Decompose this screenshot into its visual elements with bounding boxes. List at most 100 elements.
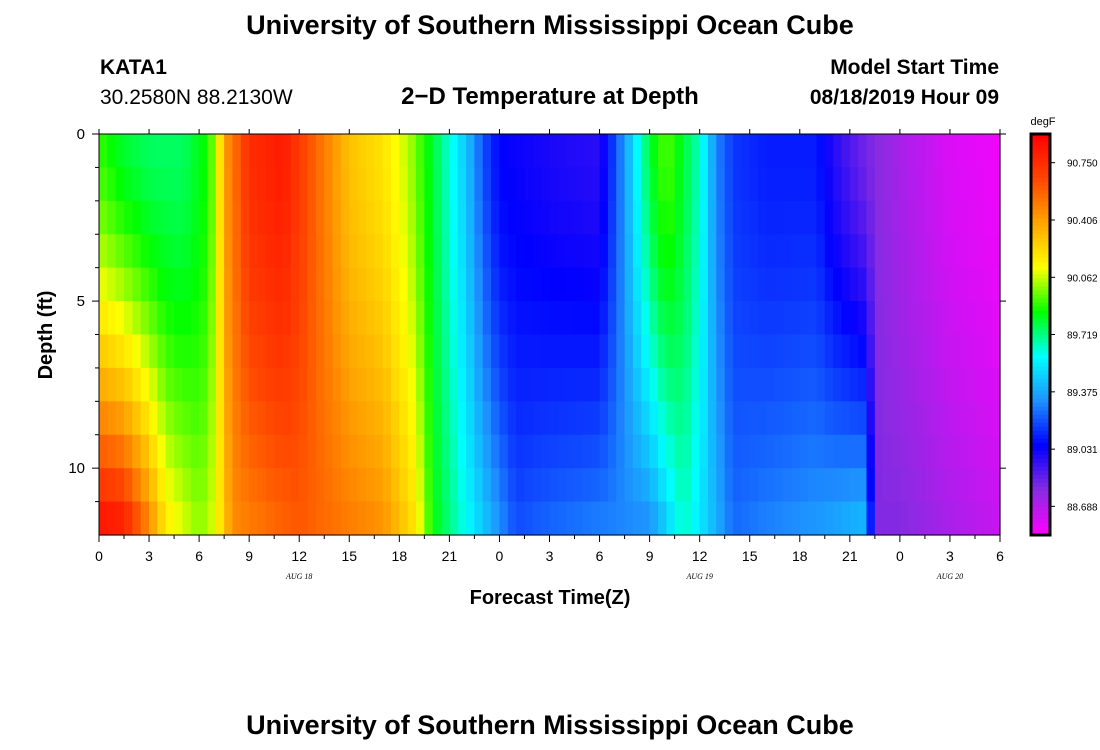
heatmap-cell xyxy=(390,334,400,369)
colorbar-segment xyxy=(1031,174,1050,179)
title-bottom: University of Southern Mississippi Ocean… xyxy=(246,710,854,740)
heatmap-cell xyxy=(240,167,250,202)
heatmap-cell xyxy=(165,301,175,336)
heatmap-cell xyxy=(449,301,459,336)
heatmap-cell xyxy=(115,267,125,302)
heatmap-cell xyxy=(574,301,584,336)
heatmap-cell xyxy=(691,401,701,436)
heatmap-cell xyxy=(916,367,926,402)
heatmap-cell xyxy=(849,334,859,369)
heatmap-cell xyxy=(908,234,918,269)
heatmap-cell xyxy=(174,401,184,436)
heatmap-cell xyxy=(733,367,742,402)
heatmap-cell xyxy=(549,234,559,269)
heatmap-cell xyxy=(774,434,784,469)
heatmap-cell xyxy=(758,267,767,302)
heatmap-cell xyxy=(866,267,876,302)
heatmap-cell xyxy=(424,367,434,402)
heatmap-cell xyxy=(649,367,659,402)
heatmap-cell xyxy=(207,167,217,202)
plot-subtitle: 2−D Temperature at Depth xyxy=(401,83,699,110)
heatmap-cell xyxy=(390,234,400,269)
heatmap-cell xyxy=(307,134,317,169)
heatmap-cell xyxy=(774,501,784,536)
colorbar-segment xyxy=(1031,498,1050,504)
heatmap-cell xyxy=(240,468,250,503)
heatmap-cell xyxy=(816,334,826,369)
heatmap-cell xyxy=(983,334,993,369)
heatmap-cell xyxy=(307,267,317,302)
heatmap-cell xyxy=(766,401,776,436)
heatmap-cell xyxy=(290,367,300,402)
heatmap-cell xyxy=(649,134,659,169)
heatmap-cell xyxy=(215,468,225,503)
heatmap-cell xyxy=(708,134,717,169)
heatmap-cell xyxy=(616,167,626,202)
heatmap-cell xyxy=(107,434,117,469)
x-tick-label: 15 xyxy=(742,548,758,564)
heatmap-cell xyxy=(274,334,284,369)
heatmap-cell xyxy=(949,434,959,469)
heatmap-cell xyxy=(766,334,776,369)
colorbar-segment xyxy=(1031,478,1050,484)
heatmap-cell xyxy=(224,367,234,402)
heatmap-cell xyxy=(299,301,309,336)
heatmap-cell xyxy=(641,301,651,336)
heatmap-cell xyxy=(858,468,868,503)
heatmap-cell xyxy=(441,367,450,402)
heatmap-cell xyxy=(733,167,742,202)
heatmap-cell xyxy=(891,301,901,336)
heatmap-cell xyxy=(107,501,117,536)
heatmap-cell xyxy=(624,401,634,436)
heatmap-cell xyxy=(682,367,692,402)
heatmap-cell xyxy=(883,200,893,235)
heatmap-cell xyxy=(290,334,300,369)
colorbar-segment xyxy=(1031,530,1050,536)
colorbar-segment xyxy=(1031,490,1050,496)
heatmap-cell xyxy=(649,267,659,302)
colorbar-segment xyxy=(1031,362,1050,368)
x-tick-label: 6 xyxy=(996,548,1004,564)
heatmap-cell xyxy=(958,200,968,235)
heatmap-cell xyxy=(591,167,601,202)
heatmap-cell xyxy=(140,434,150,469)
heatmap-cell xyxy=(924,401,934,436)
heatmap-cell xyxy=(724,401,734,436)
heatmap-cell xyxy=(674,167,684,202)
heatmap-cell xyxy=(607,267,617,302)
heatmap-cell xyxy=(457,334,467,369)
heatmap-cell xyxy=(190,200,200,235)
colorbar-segment xyxy=(1031,262,1050,267)
heatmap-cell xyxy=(974,167,984,202)
heatmap-cell xyxy=(541,167,551,202)
heatmap-cell xyxy=(124,200,133,235)
heatmap-cell xyxy=(624,501,634,536)
heatmap-cell xyxy=(849,401,859,436)
heatmap-cell xyxy=(499,267,509,302)
heatmap-cell xyxy=(699,367,709,402)
heatmap-cell xyxy=(491,434,501,469)
heatmap-cell xyxy=(315,367,325,402)
heatmap-cell xyxy=(958,301,968,336)
heatmap-cell xyxy=(499,434,509,469)
heatmap-cell xyxy=(657,167,667,202)
heatmap-cell xyxy=(674,334,684,369)
heatmap-cell xyxy=(507,367,517,402)
heatmap-cell xyxy=(207,200,217,235)
heatmap-cell xyxy=(215,367,225,402)
heatmap-cell xyxy=(891,234,901,269)
heatmap-cell xyxy=(691,367,701,402)
heatmap-cell xyxy=(124,434,133,469)
heatmap-cell xyxy=(374,234,384,269)
heatmap-cell xyxy=(949,167,959,202)
heatmap-cell xyxy=(424,167,434,202)
colorbar-segment xyxy=(1031,474,1050,480)
heatmap-cell xyxy=(682,434,692,469)
y-tick-label: 0 xyxy=(77,126,85,143)
heatmap-cell xyxy=(799,134,809,169)
heatmap-cell xyxy=(808,200,818,235)
heatmap-cell xyxy=(733,134,742,169)
heatmap-cell xyxy=(749,301,759,336)
heatmap-cell xyxy=(374,267,384,302)
heatmap-cell xyxy=(390,401,400,436)
